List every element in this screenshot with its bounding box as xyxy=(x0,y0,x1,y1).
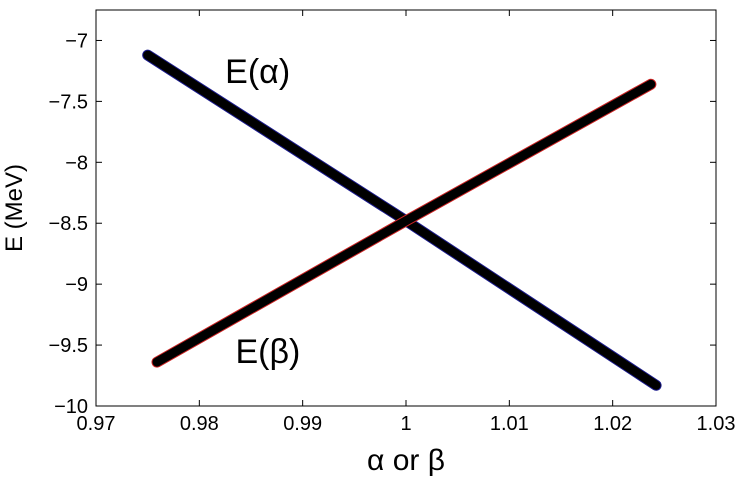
y-tick-label: −7.5 xyxy=(49,91,88,113)
y-axis-title: E (MeV) xyxy=(1,164,28,252)
x-axis-title: α or β xyxy=(367,444,445,477)
y-tick-label: −8.5 xyxy=(49,213,88,235)
x-tick-label: 1.02 xyxy=(593,413,632,435)
ticks: 0.97 0.98 0.99 1 1.01 1.02 1.03 −10 −9.5 −9 −8.5 −8… xyxy=(49,10,736,435)
y-tick-label: −7 xyxy=(65,30,88,52)
x-tick-label: 1 xyxy=(400,413,411,435)
y-tick-label: −9.5 xyxy=(49,335,88,357)
x-tick-label: 1.03 xyxy=(697,413,736,435)
series-line-1 xyxy=(152,79,656,367)
series-label-e-beta: E(β) xyxy=(236,333,301,371)
x-tick-label: 0.99 xyxy=(283,413,322,435)
y-tick-label: −10 xyxy=(54,396,88,418)
x-tick-label: 0.97 xyxy=(77,413,116,435)
y-tick-label: −9 xyxy=(65,274,88,296)
series-lines xyxy=(142,49,662,391)
x-tick-label: 0.98 xyxy=(180,413,219,435)
series-label-e-alpha: E(α) xyxy=(225,53,290,91)
series-labels: E(α) E(β) xyxy=(225,53,300,371)
x-tick-label: 1.01 xyxy=(490,413,529,435)
y-tick-label: −8 xyxy=(65,152,88,174)
